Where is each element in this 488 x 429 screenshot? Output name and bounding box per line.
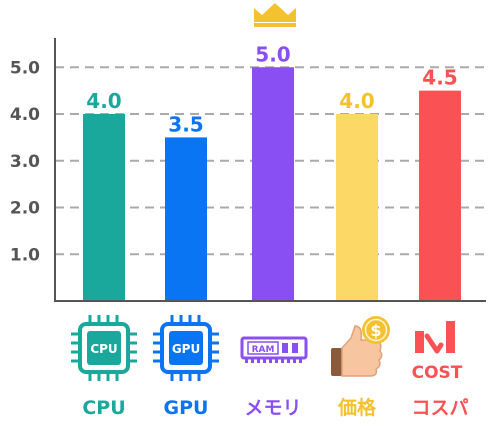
chip-pin: [127, 350, 137, 354]
chip-pin: [127, 332, 137, 336]
bar: [336, 114, 378, 301]
value-labels: 4.0 3.5 5.0 4.0 4.5: [86, 42, 457, 136]
y-tick-label: 1.0: [10, 245, 40, 265]
thumbs-up-coin-icon: $: [331, 316, 390, 377]
bars: [83, 67, 461, 301]
data-label: 5.0: [255, 42, 290, 66]
data-label: 3.5: [168, 112, 203, 136]
bar: [83, 114, 125, 301]
chip-pin: [209, 332, 219, 336]
chip-pin: [197, 315, 201, 325]
memory-module-icon: RAM: [240, 336, 308, 363]
chip-pin: [88, 371, 92, 381]
cpu-chip-icon: CPU: [71, 315, 137, 381]
chip-pin: [71, 359, 81, 363]
coin-icon-text: $: [370, 321, 381, 340]
chip-pin: [106, 315, 110, 325]
bar: [252, 67, 294, 301]
y-tick-label: 2.0: [10, 199, 40, 219]
category-label: コスパ: [411, 397, 468, 419]
cost-chart-icon: COST: [412, 321, 463, 383]
ram-pin: [251, 358, 254, 363]
chip-pin: [127, 341, 137, 345]
chip-pin: [209, 350, 219, 354]
data-label: 4.0: [86, 89, 121, 113]
chip-pin: [97, 315, 101, 325]
data-label: 4.0: [339, 89, 374, 113]
chip-pin: [71, 332, 81, 336]
chip-pin: [153, 332, 163, 336]
category-label: CPU: [82, 397, 125, 419]
chip-pin: [188, 371, 192, 381]
chip-pin: [170, 315, 174, 325]
category-labels: CPU GPU メモリ 価格 コスパ: [82, 396, 468, 419]
cost-icon-text: COST: [412, 363, 463, 383]
ram-pin: [275, 358, 278, 363]
data-label: 4.5: [422, 66, 457, 90]
category-label: 価格: [337, 396, 377, 419]
chip-pin: [170, 371, 174, 381]
chip-pin: [179, 315, 183, 325]
chip-pin: [153, 341, 163, 345]
y-tick-label: 5.0: [10, 58, 40, 78]
ram-pin: [293, 358, 296, 363]
ram-pin: [281, 358, 284, 363]
ram-icon-text: RAM: [252, 345, 275, 355]
chip-pin: [153, 350, 163, 354]
y-axis-tick-labels: 1.0 2.0 3.0 4.0 5.0: [10, 58, 40, 265]
chip-pin: [88, 315, 92, 325]
category-label: GPU: [164, 397, 209, 419]
chip-pin: [179, 371, 183, 381]
ram-pin: [299, 358, 302, 363]
ram-pin: [269, 358, 272, 363]
chip-pin: [188, 315, 192, 325]
chip-pin: [115, 315, 119, 325]
ram-pin: [245, 358, 248, 363]
ram-pin: [257, 358, 260, 363]
category-label: メモリ: [244, 397, 301, 419]
chip-pin: [71, 341, 81, 345]
chip-pin: [209, 341, 219, 345]
gpu-icon-text: GPU: [172, 342, 200, 356]
chip-pin: [106, 371, 110, 381]
chip-pin: [97, 371, 101, 381]
crown-icon: [254, 3, 296, 27]
cpu-icon-text: CPU: [90, 342, 117, 356]
gpu-chip-icon: GPU: [153, 315, 219, 381]
chip-pin: [71, 350, 81, 354]
y-tick-label: 4.0: [10, 105, 40, 125]
chip-pin: [197, 371, 201, 381]
bar: [419, 90, 461, 301]
ram-pin: [263, 358, 266, 363]
chip-pin: [127, 359, 137, 363]
chip-pin: [115, 371, 119, 381]
y-tick-label: 3.0: [10, 152, 40, 172]
ram-pin: [287, 358, 290, 363]
chip-pin: [209, 359, 219, 363]
bar: [165, 137, 207, 301]
chip-pin: [153, 359, 163, 363]
